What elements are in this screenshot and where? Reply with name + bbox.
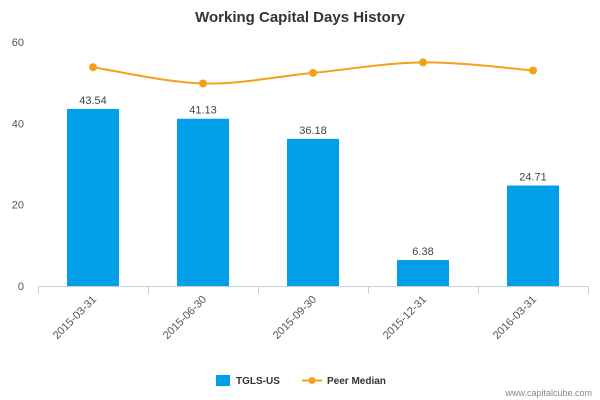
- bar-data-labels: 43.54 41.13 36.18 6.38 24.71: [79, 95, 547, 258]
- legend-marker-peer-median: [308, 377, 316, 384]
- legend-label-tglsus: TGLS-US: [236, 376, 280, 387]
- peer-median-point: [89, 63, 97, 72]
- y-tick-label: 0: [18, 281, 24, 293]
- x-tick-label: 2016-03-31: [491, 294, 539, 342]
- bar: [67, 108, 119, 286]
- y-tick-label: 40: [12, 118, 24, 130]
- x-tick-label: 2015-03-31: [51, 294, 99, 342]
- peer-median-point: [309, 68, 317, 77]
- peer-median-point: [529, 66, 537, 75]
- legend-label-peer-median: Peer Median: [327, 376, 386, 387]
- peer-median-series: [89, 58, 537, 88]
- bar-data-label: 43.54: [79, 95, 107, 107]
- bar-data-label: 41.13: [189, 105, 217, 117]
- bar: [177, 118, 229, 286]
- peer-median-point: [199, 79, 207, 88]
- y-axis: 0 20 40 60: [12, 37, 24, 293]
- bar: [287, 138, 339, 286]
- chart-title: Working Capital Days History: [195, 9, 405, 26]
- y-tick-label: 60: [12, 37, 24, 49]
- bar-data-label: 24.71: [519, 172, 547, 184]
- bar: [507, 185, 559, 286]
- x-tick-label: 2015-06-30: [161, 294, 209, 342]
- watermark: www.capitalcube.com: [504, 388, 592, 398]
- bar-data-label: 36.18: [299, 125, 327, 137]
- bar: [397, 260, 449, 286]
- x-tick-label: 2015-12-31: [381, 294, 429, 342]
- x-tick-label: 2015-09-30: [271, 294, 319, 342]
- x-axis: 2015-03-31 2015-06-30 2015-09-30 2015-12-31…: [38, 286, 589, 342]
- y-tick-label: 20: [12, 200, 24, 212]
- peer-median-point: [419, 58, 427, 67]
- legend-swatch-tglsus: [216, 375, 230, 386]
- bar-data-label: 6.38: [412, 246, 433, 258]
- bar-series-tglsus: [67, 108, 559, 286]
- legend: TGLS-US Peer Median: [216, 375, 386, 387]
